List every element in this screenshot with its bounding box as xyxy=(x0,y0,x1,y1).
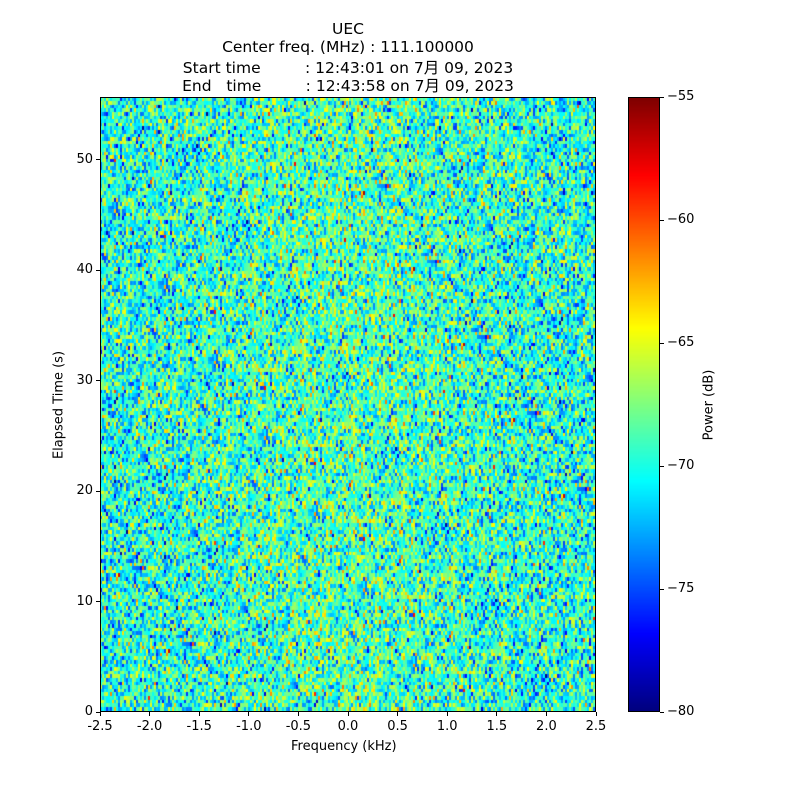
colorbar-tick-label: −65 xyxy=(667,335,695,350)
x-tick-label: 2.5 xyxy=(585,719,607,734)
colorbar-tick-label: −70 xyxy=(667,458,695,473)
colorbar-frame xyxy=(628,97,660,712)
title-line-2: Center freq. (MHz) : 111.100000 xyxy=(222,38,474,56)
y-tick-label: 10 xyxy=(76,593,93,609)
y-tick-label: 0 xyxy=(84,704,93,719)
title-line-3: Start time : 12:43:01 on 7月 09, 2023 xyxy=(182,59,514,77)
title-line-4: End time : 12:43:58 on 7月 09, 2023 xyxy=(182,77,514,95)
x-tick-mark xyxy=(198,712,200,716)
colorbar-tick-mark xyxy=(660,219,664,221)
x-tick-mark xyxy=(397,712,399,716)
y-tick-mark xyxy=(96,711,100,713)
x-tick-mark xyxy=(496,712,498,716)
colorbar-label: Power (dB) xyxy=(701,369,717,441)
colorbar-tick-mark xyxy=(660,342,664,344)
y-tick-label: 30 xyxy=(76,372,93,388)
spectrogram-heatmap xyxy=(101,98,595,711)
colorbar-tick-mark xyxy=(660,465,664,467)
plot-area-frame xyxy=(100,97,596,712)
x-tick-label: 1.0 xyxy=(436,719,458,734)
x-tick-mark xyxy=(545,712,547,716)
x-tick-label: 0.5 xyxy=(387,719,408,734)
colorbar-gradient xyxy=(629,98,659,711)
y-tick-mark xyxy=(96,159,100,161)
title-line-1: UEC xyxy=(332,20,364,38)
y-tick-mark xyxy=(96,269,100,271)
y-tick-label: 20 xyxy=(76,483,93,499)
x-tick-label: 0.0 xyxy=(337,719,359,734)
x-tick-mark xyxy=(595,712,597,716)
x-tick-mark xyxy=(446,712,448,716)
y-tick-mark xyxy=(96,490,100,492)
x-tick-label: -1.0 xyxy=(236,719,262,734)
y-tick-mark xyxy=(96,601,100,603)
x-tick-label: 2.0 xyxy=(536,719,557,734)
y-axis-label: Elapsed Time (s) xyxy=(51,350,67,460)
colorbar-tick-mark xyxy=(660,711,664,713)
x-tick-label: 1.5 xyxy=(486,719,508,734)
x-tick-mark xyxy=(347,712,349,716)
y-tick-label: 50 xyxy=(76,151,93,167)
x-tick-label: -2.5 xyxy=(87,719,113,734)
x-tick-mark xyxy=(248,712,250,716)
x-tick-mark xyxy=(99,712,101,716)
y-tick-label: 40 xyxy=(76,262,93,278)
colorbar-tick-mark xyxy=(660,96,664,98)
colorbar-tick-mark xyxy=(660,588,664,590)
x-tick-mark xyxy=(149,712,151,716)
colorbar-tick-label: −60 xyxy=(667,212,695,227)
x-tick-mark xyxy=(297,712,299,716)
x-tick-label: -0.5 xyxy=(285,719,312,734)
x-axis-label: Frequency (kHz) xyxy=(291,739,397,754)
y-tick-mark xyxy=(96,380,100,382)
colorbar-tick-label: −80 xyxy=(667,704,695,719)
colorbar-tick-label: −75 xyxy=(667,581,695,596)
colorbar-tick-label: −55 xyxy=(667,89,695,104)
x-tick-label: -2.0 xyxy=(136,719,163,734)
x-tick-label: -1.5 xyxy=(186,719,212,734)
